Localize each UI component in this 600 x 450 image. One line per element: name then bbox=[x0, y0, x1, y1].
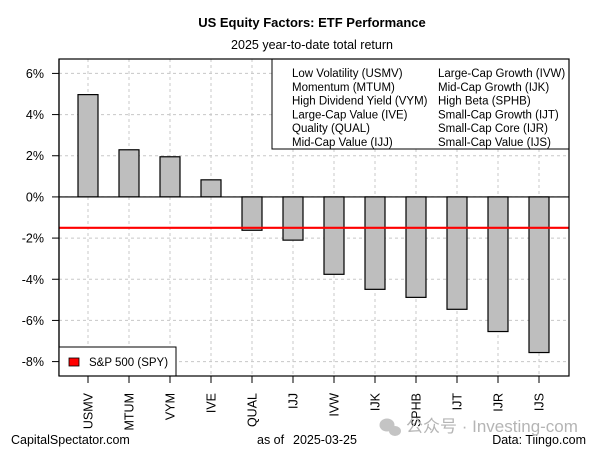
key-item: Large-Cap Value (IVE) bbox=[292, 109, 408, 121]
x-tick-label-mtum: MTUM bbox=[123, 393, 137, 431]
x-tick-label-ijj: IJJ bbox=[287, 393, 301, 409]
chart-title: US Equity Factors: ETF Performance bbox=[198, 15, 426, 30]
key-item: High Dividend Yield (VYM) bbox=[292, 96, 428, 108]
ticker-key-box: Low Volatility (USMV) Momentum (MTUM) High… bbox=[271, 58, 570, 150]
y-tick-label: -2% bbox=[22, 232, 44, 246]
y-axis: 6% 4% 2% 0% -2% -4% -6% -8% bbox=[22, 59, 60, 376]
chart-subtitle: 2025 year-to-date total return bbox=[231, 38, 393, 52]
bar-ijk bbox=[364, 196, 386, 290]
y-tick-label: 2% bbox=[26, 149, 44, 163]
bar-ijs bbox=[528, 196, 550, 354]
bar-sphb bbox=[405, 196, 427, 298]
bar-mtum bbox=[118, 149, 140, 198]
y-tick-label: 0% bbox=[26, 190, 44, 204]
watermark-text: 公众号 · Investing-com bbox=[406, 417, 578, 436]
x-tick-label-ive: IVE bbox=[205, 393, 219, 413]
y-tick-label: -4% bbox=[22, 273, 44, 287]
key-item: Quality (QUAL) bbox=[292, 123, 370, 135]
bar-ijt bbox=[446, 196, 468, 310]
x-axis: USMV MTUM VYM IVE QUAL IJJ IVW IJK SPHB IJT IJR IJS bbox=[82, 376, 547, 431]
benchmark-legend: S&P 500 (SPY) bbox=[58, 346, 177, 377]
wechat-icon bbox=[379, 418, 401, 436]
x-tick-label-ijt: IJT bbox=[451, 393, 465, 411]
source-label: CapitalSpectator.com bbox=[11, 433, 130, 447]
bar-qual bbox=[241, 196, 263, 231]
as-of-label: as of bbox=[257, 433, 285, 447]
plot-frame bbox=[58, 58, 570, 377]
x-tick-label-qual: QUAL bbox=[246, 393, 260, 427]
key-item: Small-Cap Value (IJS) bbox=[438, 137, 551, 149]
y-tick-label: -8% bbox=[22, 355, 44, 369]
key-item: High Beta (SPHB) bbox=[438, 96, 531, 108]
bars bbox=[77, 94, 550, 354]
x-tick-label-ivw: IVW bbox=[328, 393, 342, 417]
legend-swatch-spy bbox=[68, 357, 80, 367]
bar-ijr bbox=[487, 196, 509, 333]
bar-ive bbox=[200, 179, 222, 198]
watermark: 公众号 · Investing-com bbox=[379, 417, 578, 436]
y-tick-label: 4% bbox=[26, 108, 44, 122]
x-tick-label-sphb: SPHB bbox=[410, 393, 424, 427]
x-tick-label-usmv: USMV bbox=[82, 392, 96, 429]
bar-ivw bbox=[323, 196, 345, 275]
x-tick-label-ijk: IJK bbox=[369, 392, 383, 411]
key-item: Large-Cap Growth (IVW) bbox=[438, 68, 565, 80]
key-item: Mid-Cap Growth (IJK) bbox=[438, 82, 549, 94]
x-tick-label-vym: VYM bbox=[164, 393, 178, 420]
x-tick-label-ijs: IJS bbox=[533, 393, 547, 411]
key-item: Low Volatility (USMV) bbox=[292, 68, 403, 80]
key-item: Small-Cap Core (IJR) bbox=[438, 123, 548, 135]
as-of-date: 2025-03-25 bbox=[293, 433, 357, 447]
bar-usmv bbox=[77, 94, 99, 198]
key-item: Mid-Cap Value (IJJ) bbox=[292, 137, 393, 149]
legend-label-spy: S&P 500 (SPY) bbox=[89, 357, 168, 369]
bar-ijj bbox=[282, 196, 304, 241]
y-tick-label: -6% bbox=[22, 314, 44, 328]
key-item: Momentum (MTUM) bbox=[292, 82, 395, 94]
x-tick-label-ijr: IJR bbox=[492, 393, 506, 412]
key-box-frame bbox=[271, 58, 570, 150]
key-item: Small-Cap Growth (IJT) bbox=[438, 109, 559, 121]
data-credit: Data: Tiingo.com bbox=[492, 433, 586, 447]
bar-vym bbox=[159, 156, 181, 198]
y-tick-label: 6% bbox=[26, 67, 44, 81]
